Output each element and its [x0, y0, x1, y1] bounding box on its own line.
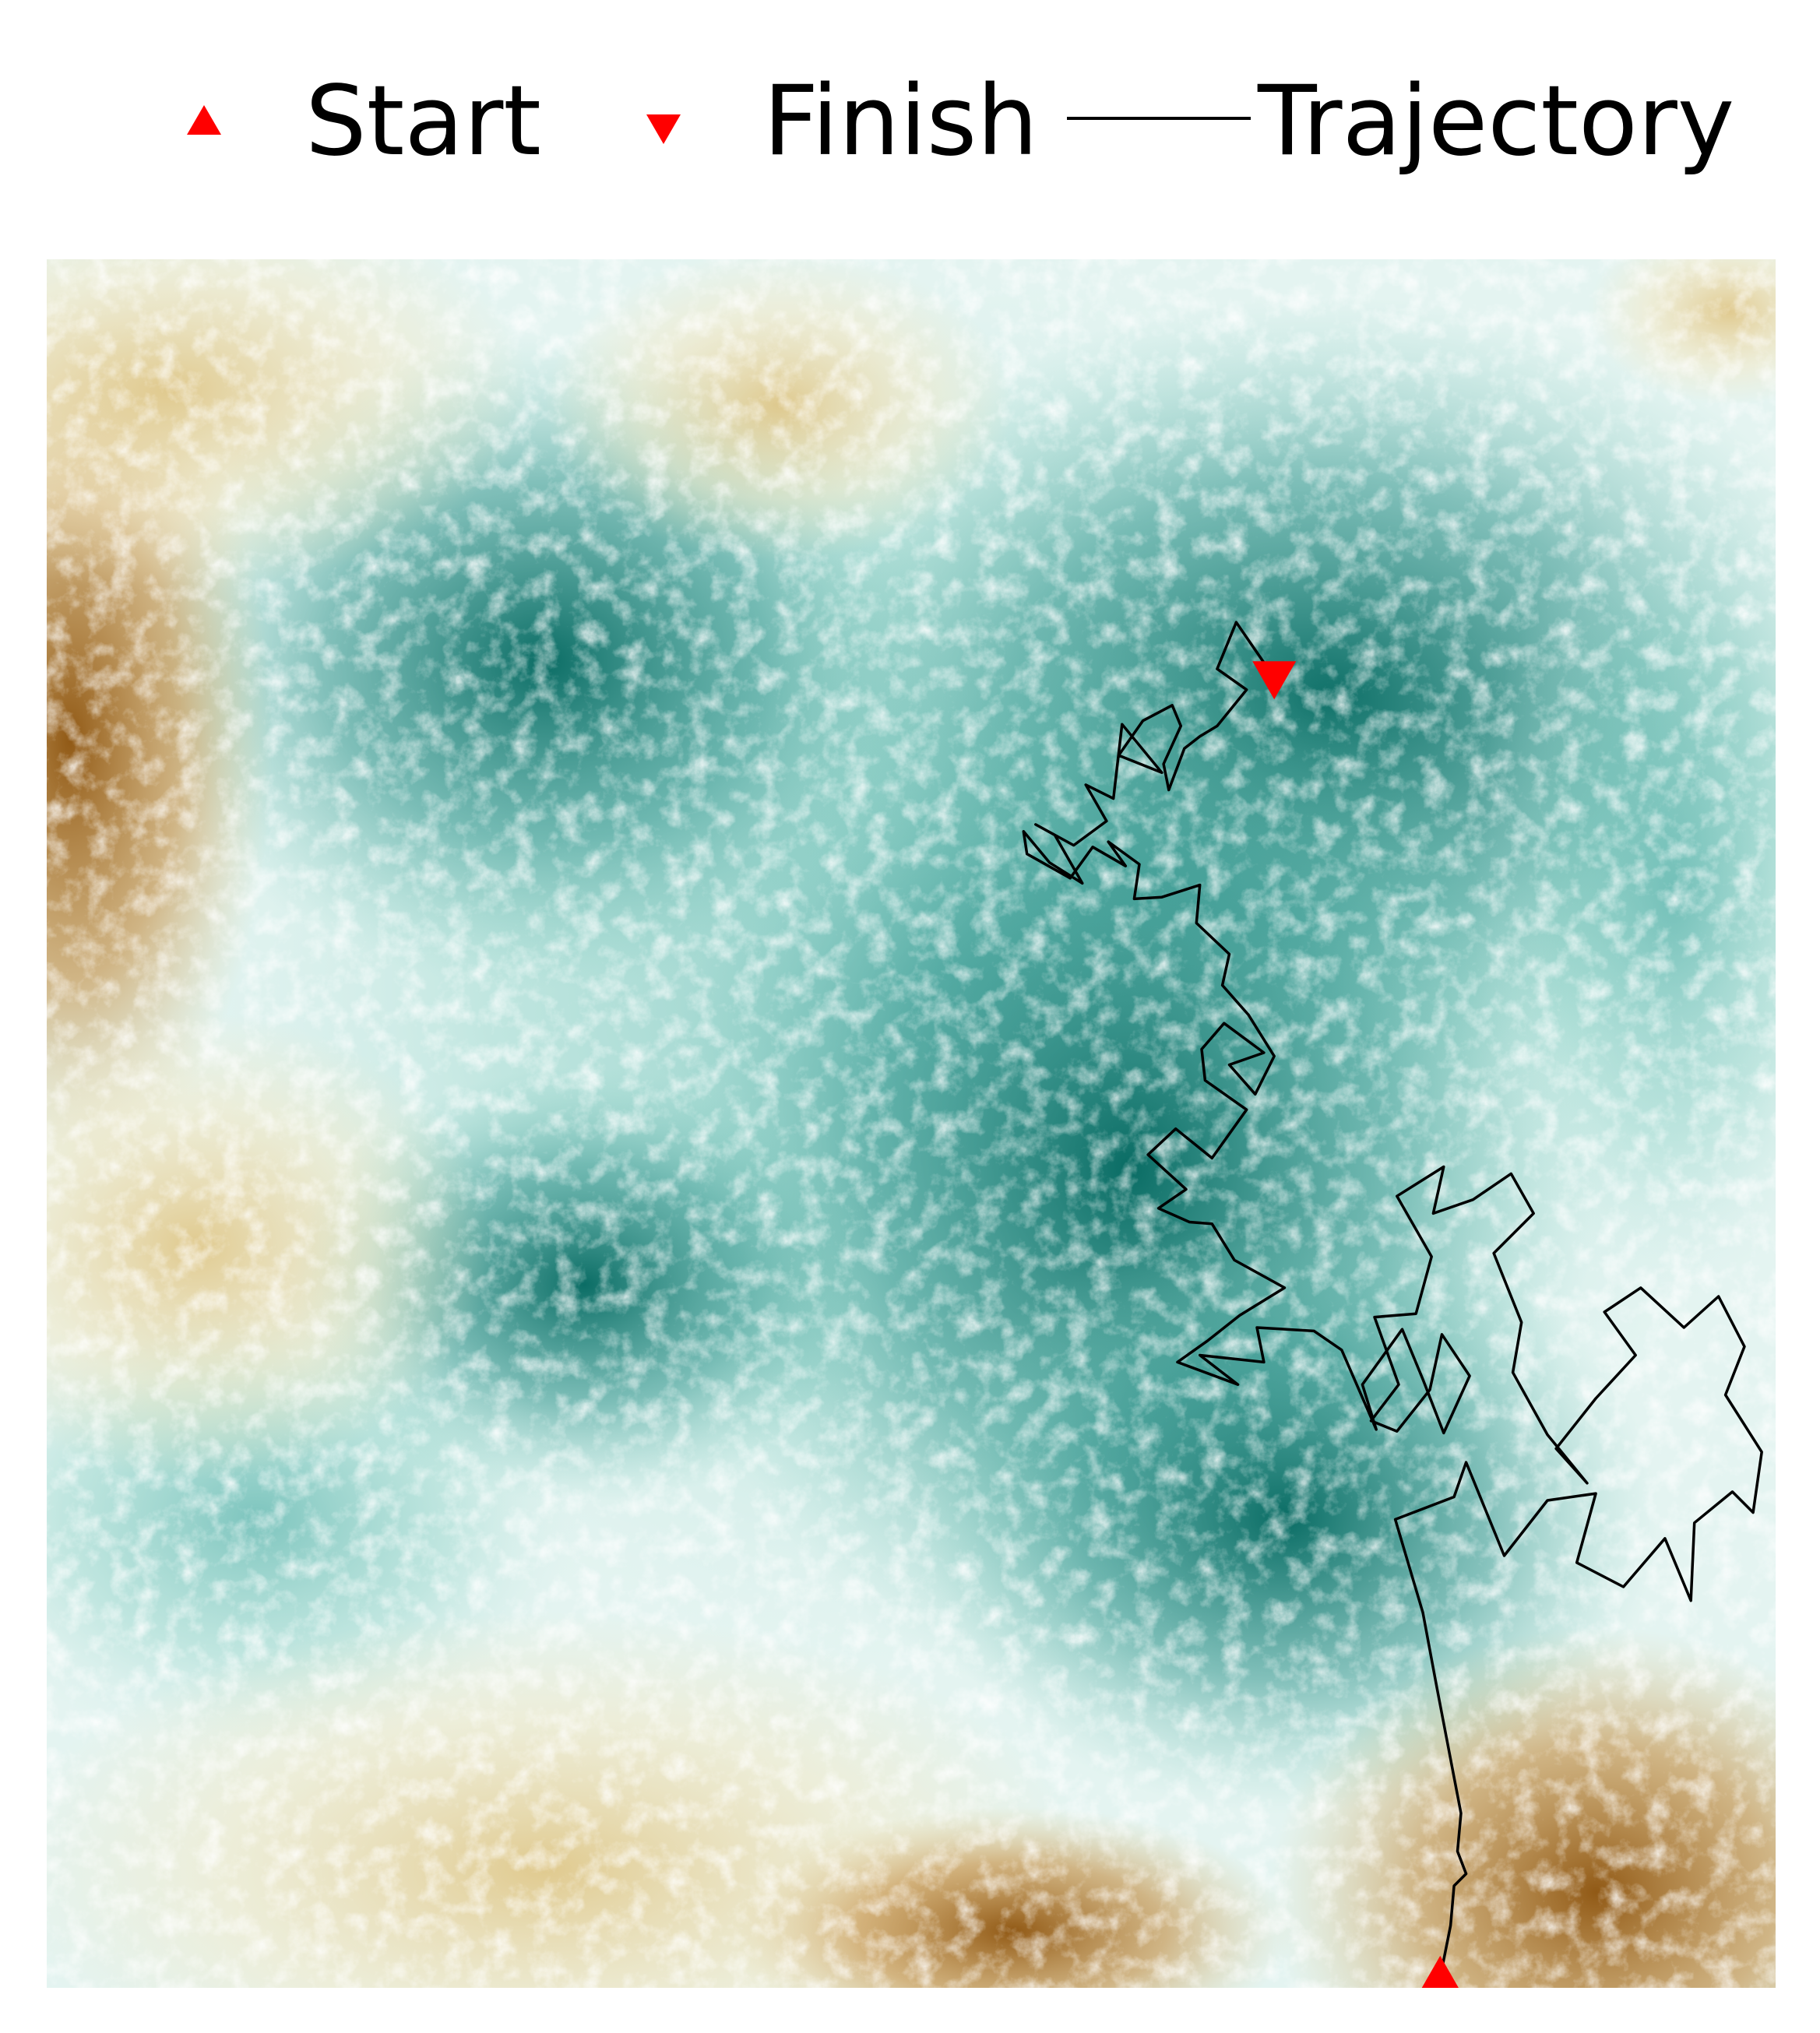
start-legend-label: Start: [305, 65, 541, 178]
legend: Start Finish Trajectory: [187, 65, 1734, 178]
finish-legend-marker: [646, 114, 681, 144]
plot-layer: [1022, 621, 1763, 1988]
trajectory-legend-label: Trajectory: [1257, 65, 1734, 178]
start-legend-marker: [187, 105, 221, 135]
finish-marker: [1252, 661, 1297, 700]
trajectory-line: [1022, 621, 1763, 1978]
background-field: [47, 259, 1776, 1988]
start-marker: [1421, 1955, 1459, 1988]
background-grain: [47, 259, 1776, 1988]
finish-legend-label: Finish: [763, 65, 1038, 178]
